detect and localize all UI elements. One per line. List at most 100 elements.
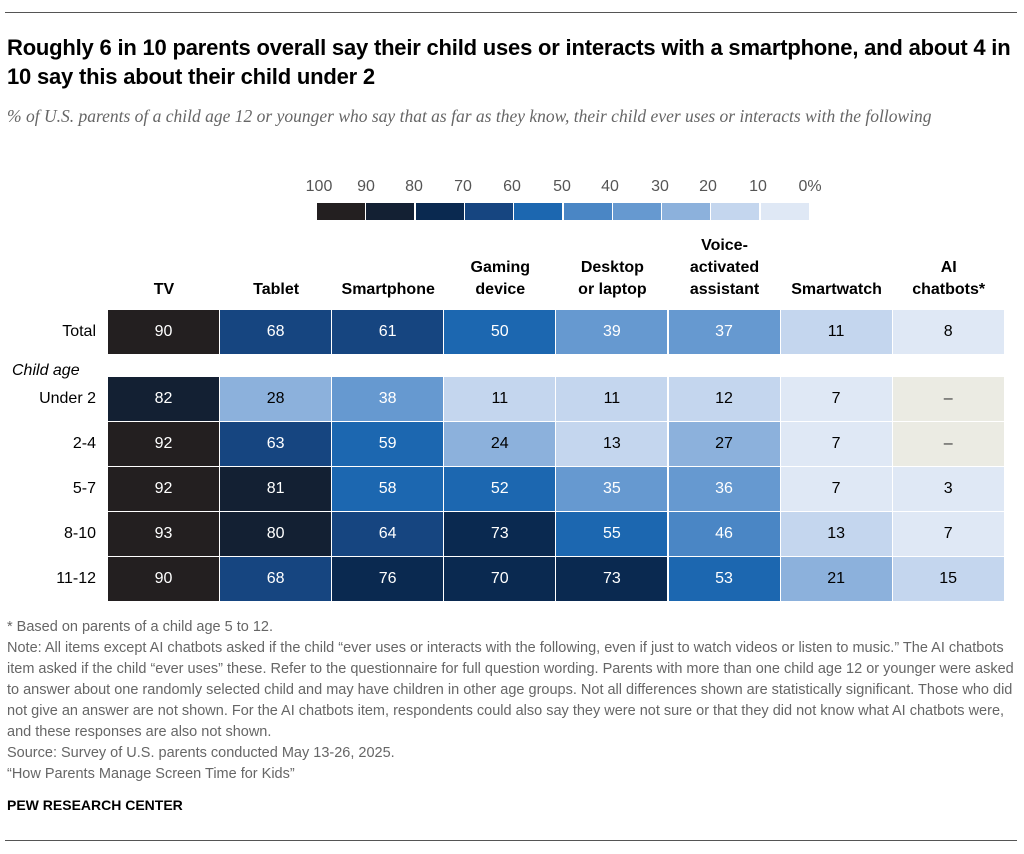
- chart-subtitle: % of U.S. parents of a child age 12 or y…: [7, 106, 932, 126]
- column-header: Desktop or laptop: [556, 230, 668, 302]
- column-header-line: Smartwatch: [791, 281, 882, 298]
- legend-swatch: [662, 203, 712, 220]
- table-cell: 13: [780, 512, 892, 556]
- table-cell: 36: [668, 467, 780, 511]
- column-header-line: Desktop: [580, 259, 644, 276]
- table-cell: 37: [668, 310, 780, 354]
- table-cell: 52: [444, 467, 556, 511]
- table-cell: 80: [220, 512, 332, 556]
- table-cell: 3: [892, 467, 1004, 511]
- table-cell: 35: [556, 467, 668, 511]
- column-header: Smartphone: [332, 230, 444, 302]
- table-cell: 7: [780, 377, 892, 421]
- legend-tick-label: 50: [553, 178, 571, 195]
- row-label: 8-10: [63, 525, 96, 542]
- legend-tick-label: 20: [699, 178, 717, 195]
- column-header-line: Voice-: [701, 237, 748, 254]
- table-cell: 68: [220, 557, 332, 601]
- row-label: 5-7: [72, 480, 96, 497]
- table-cell: 59: [332, 422, 444, 466]
- legend-tick-label: 60: [503, 178, 521, 195]
- column-header-line: Smartphone: [341, 281, 435, 298]
- table-cell: 90: [108, 310, 219, 354]
- table-cell: 7: [780, 422, 892, 466]
- table-cell: 7: [780, 467, 892, 511]
- legend-tick-label: 30: [651, 178, 669, 195]
- column-header-line: assistant: [689, 281, 760, 298]
- bottom-rule: [5, 840, 1017, 841]
- table-cell: 11: [444, 377, 556, 421]
- legend-swatch: [514, 203, 564, 220]
- footnote: * Based on parents of a child age 5 to 1…: [7, 619, 274, 635]
- table-cell: 8: [892, 310, 1004, 354]
- top-rule: [5, 12, 1017, 13]
- table-cell: 76: [332, 557, 444, 601]
- column-header-line: device: [475, 281, 526, 298]
- legend-swatch: [711, 203, 761, 220]
- column-header-line: AI: [940, 259, 957, 276]
- table-cell: 64: [332, 512, 444, 556]
- table-cell: 39: [556, 310, 668, 354]
- brand-logo: PEW RESEARCH CENTER: [7, 797, 183, 813]
- legend-tick-label: 0%: [798, 178, 822, 195]
- column-header: Voice-activated assistant: [669, 230, 781, 302]
- column-header: TV: [108, 230, 220, 302]
- table-cell: 92: [108, 467, 219, 511]
- table-cell: 61: [332, 310, 444, 354]
- table-cell: 50: [444, 310, 556, 354]
- table-cell: 73: [556, 557, 668, 601]
- column-header: AI chatbots*: [893, 230, 1005, 302]
- table-cell: 27: [668, 422, 780, 466]
- table-cell: 11: [556, 377, 668, 421]
- table-cell: 70: [444, 557, 556, 601]
- row-label: 11-12: [56, 570, 96, 587]
- table-cell: 7: [892, 512, 1004, 556]
- legend-swatch: [415, 203, 465, 220]
- column-header-line: TV: [153, 281, 175, 298]
- table-cell: 90: [108, 557, 219, 601]
- table-cell: 13: [556, 422, 668, 466]
- table-cell: 12: [668, 377, 780, 421]
- legend-swatch: [317, 203, 366, 220]
- row-label: Total: [62, 323, 96, 340]
- table-cell: 82: [108, 377, 219, 421]
- legend-tick-label: 100: [305, 178, 333, 195]
- table-cell: 15: [892, 557, 1004, 601]
- table-cell: 21: [780, 557, 892, 601]
- column-header-line: activated: [689, 259, 760, 276]
- column-header-line: Tablet: [253, 281, 300, 298]
- chart-title: Roughly 6 in 10 parents overall say thei…: [7, 35, 1011, 89]
- table-cell: –: [892, 422, 1004, 466]
- table-cell: 73: [444, 512, 556, 556]
- table-cell: 53: [668, 557, 780, 601]
- table-cell: 58: [332, 467, 444, 511]
- legend-swatch: [612, 203, 662, 220]
- table-cell: 93: [108, 512, 219, 556]
- column-header-line: or laptop: [578, 281, 647, 298]
- table-cell: 68: [220, 310, 332, 354]
- notes: * Based on parents of a child age 5 to 1…: [7, 617, 1017, 785]
- table-cell: 92: [108, 422, 219, 466]
- legend-tick-label: 40: [601, 178, 619, 195]
- legend-tick-label: 80: [405, 178, 423, 195]
- legend-tick-label: 90: [357, 178, 375, 195]
- source: Source: Survey of U.S. parents conducted…: [7, 745, 395, 761]
- legend-swatch: [464, 203, 514, 220]
- row-label: Under 2: [39, 390, 96, 407]
- legend-swatch: [366, 203, 416, 220]
- group-label-child-age: Child age: [12, 362, 80, 379]
- table-cell: 28: [220, 377, 332, 421]
- note: Note: All items except AI chatbots asked…: [7, 640, 1014, 740]
- legend-swatch: [760, 203, 810, 220]
- column-header: Tablet: [220, 230, 332, 302]
- table-cell: 38: [332, 377, 444, 421]
- table-cell: 63: [220, 422, 332, 466]
- table-cell: 11: [780, 310, 892, 354]
- report-title: “How Parents Manage Screen Time for Kids…: [7, 766, 295, 782]
- table-cell: –: [892, 377, 1004, 421]
- legend-tick-label: 10: [749, 178, 767, 195]
- legend-swatch: [563, 203, 613, 220]
- table-cell: 46: [668, 512, 780, 556]
- column-header: Gaming device: [444, 230, 556, 302]
- column-header-line: chatbots*: [912, 281, 986, 298]
